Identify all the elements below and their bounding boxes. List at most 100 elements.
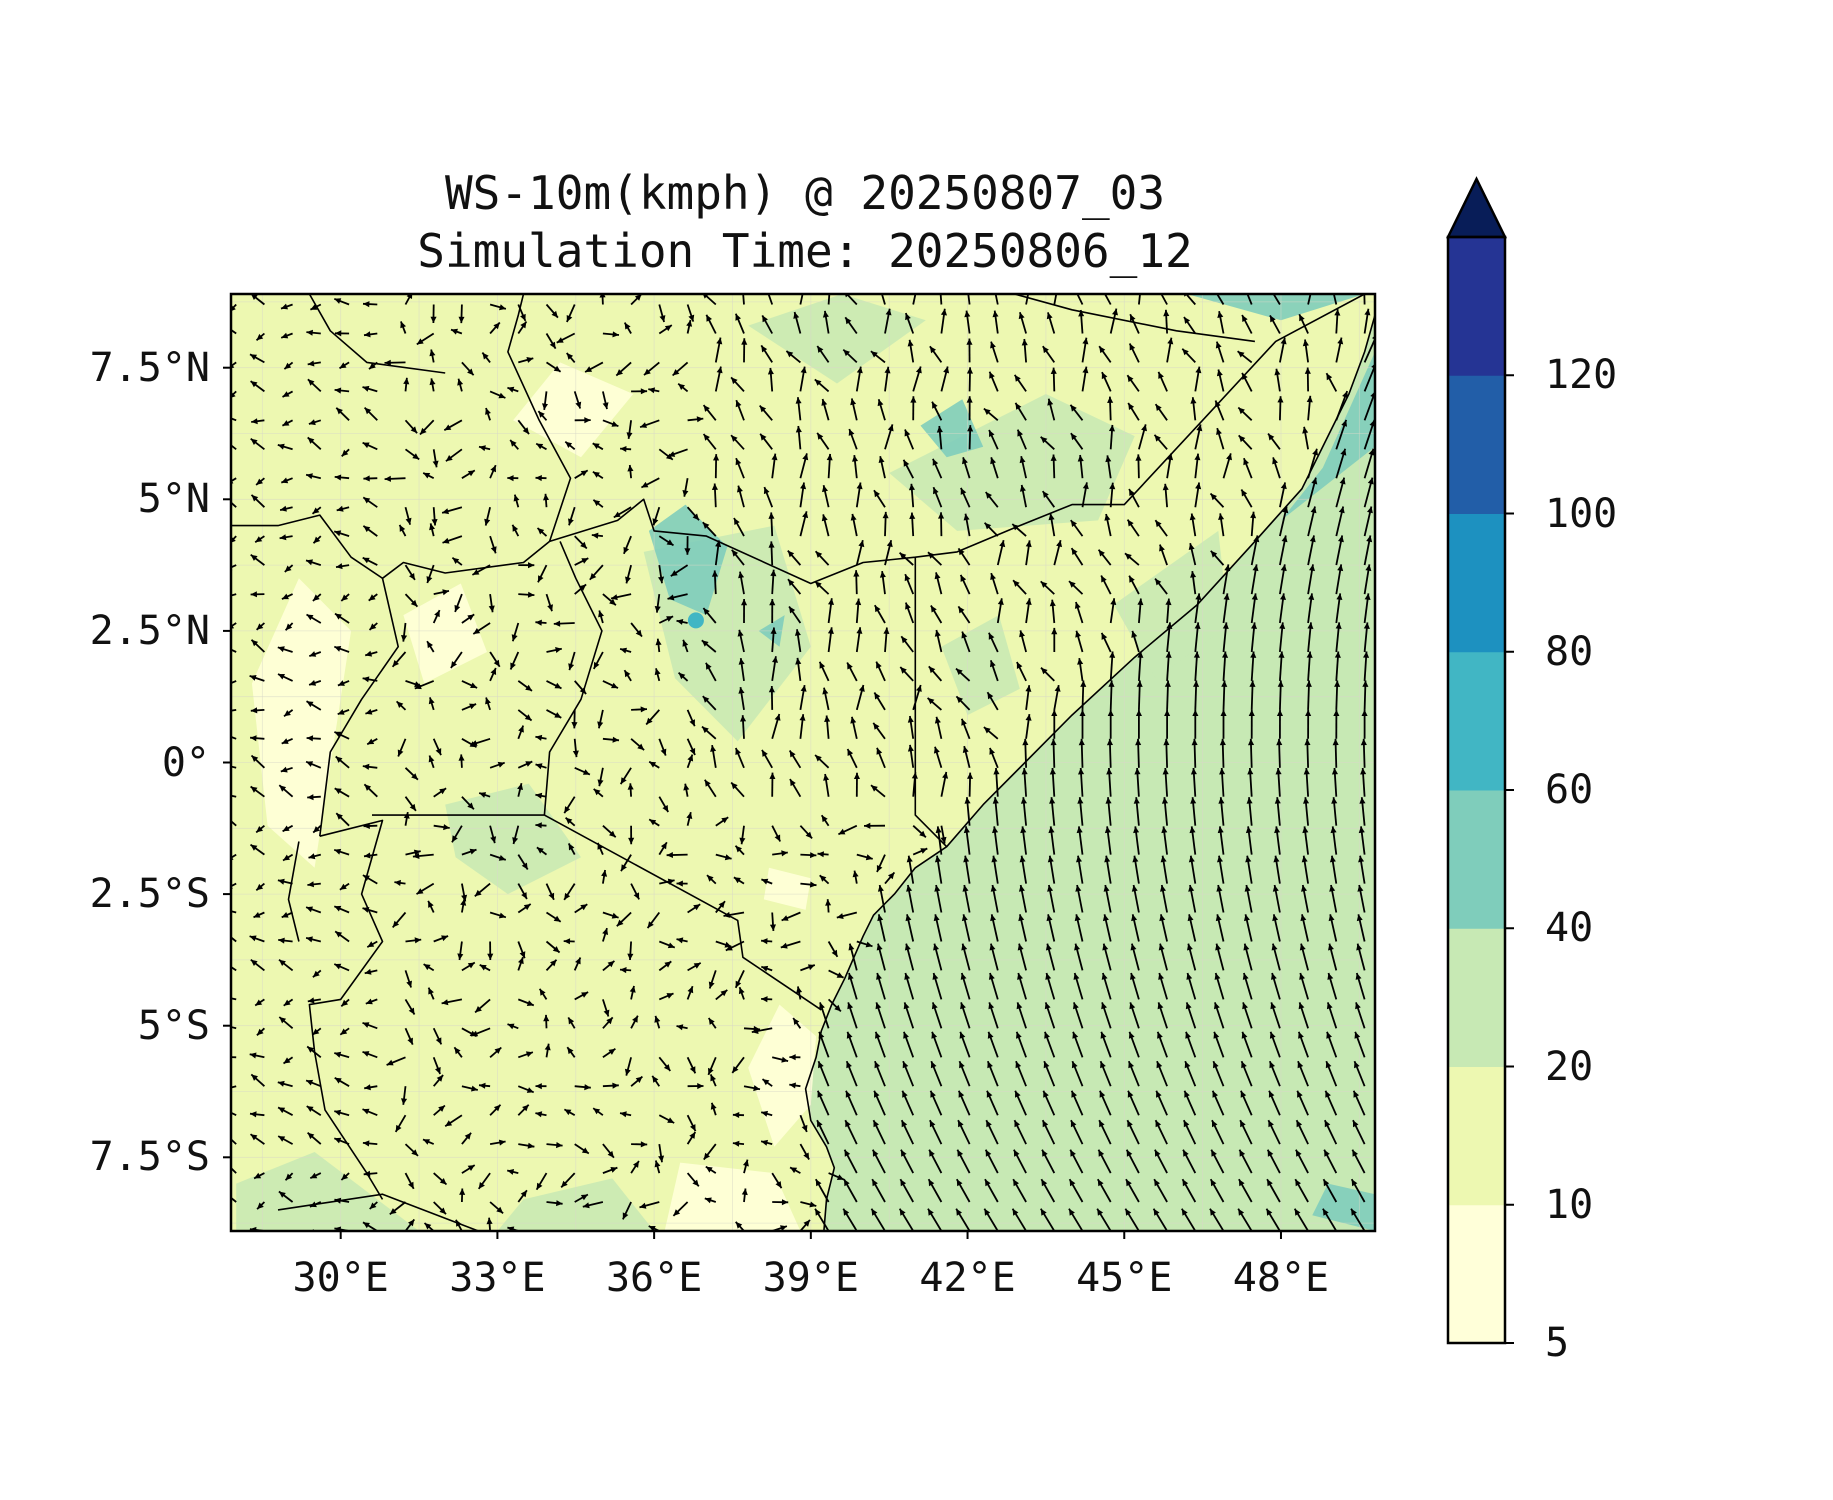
wind-arrow — [457, 941, 464, 961]
wind-arrow — [544, 1043, 551, 1058]
wind-arrow — [654, 593, 661, 613]
colorbar-extend-arrow — [1445, 176, 1508, 239]
wind-arrow — [489, 911, 507, 919]
wind-arrow — [249, 935, 265, 943]
wind-arrow — [250, 707, 265, 714]
wind-arrow — [1160, 884, 1168, 913]
wind-arrow — [441, 506, 463, 515]
wind-arrow — [1133, 826, 1140, 855]
wind-arrow — [711, 483, 718, 508]
wind-arrow — [1278, 651, 1285, 681]
wind-arrow — [1157, 371, 1168, 392]
wind-arrow — [654, 668, 661, 682]
wind-arrow — [927, 1208, 943, 1231]
wind-arrow — [432, 1027, 443, 1045]
wind-arrow — [426, 564, 435, 584]
wind-arrow — [1183, 316, 1197, 335]
wind-arrow — [929, 1090, 943, 1116]
wind-arrow — [1190, 797, 1197, 826]
wind-arrow — [1334, 680, 1341, 710]
wind-arrow — [1048, 826, 1056, 855]
wind-arrow — [1073, 972, 1084, 1000]
wind-arrow — [574, 766, 591, 776]
wind-arrow — [454, 593, 463, 613]
wind-arrow — [645, 709, 660, 726]
wind-arrow — [686, 1114, 697, 1132]
wind-arrow — [898, 552, 914, 566]
wind-arrow — [443, 419, 463, 431]
wind-arrow — [231, 936, 237, 943]
wind-arrow — [602, 331, 620, 338]
wind-arrow — [489, 825, 497, 844]
wind-arrow — [427, 900, 435, 913]
wind-arrow — [988, 371, 999, 392]
wind-arrow — [306, 735, 321, 742]
wind-arrow — [450, 328, 463, 335]
wind-arrow — [828, 969, 844, 979]
wind-arrow — [1103, 294, 1112, 305]
wind-arrow — [253, 1172, 265, 1180]
wind-arrow — [1307, 593, 1315, 624]
wind-arrow — [277, 646, 293, 653]
wind-arrow — [231, 1026, 237, 1030]
wind-arrow — [1267, 1119, 1281, 1145]
wind-arrow — [630, 1160, 640, 1174]
wind-arrow — [1194, 622, 1201, 653]
wind-arrow — [231, 328, 237, 335]
moderate-speed-patch — [236, 1152, 420, 1231]
wind-arrow — [988, 429, 999, 450]
wind-arrow — [362, 556, 378, 566]
wind-arrow — [1099, 1090, 1112, 1116]
wind-arrow — [646, 911, 661, 929]
wind-arrow — [814, 580, 830, 595]
wind-arrow — [535, 763, 547, 770]
wind-arrow — [512, 825, 520, 845]
wind-arrow — [725, 940, 745, 952]
wind-arrow — [1078, 309, 1085, 334]
wind-arrow — [602, 1143, 615, 1159]
wind-arrow — [658, 324, 673, 335]
wind-arrow — [517, 419, 530, 435]
wind-arrow — [602, 419, 619, 428]
wind-arrow — [931, 1002, 943, 1029]
wind-arrow — [1250, 593, 1258, 624]
wind-arrow — [852, 870, 859, 884]
wind-arrow — [308, 419, 322, 426]
wind-arrow — [1219, 767, 1226, 797]
moderate-speed-patch — [748, 294, 926, 384]
wind-arrow — [1013, 1149, 1027, 1174]
wind-arrow — [816, 432, 830, 450]
wind-arrow — [1297, 1060, 1309, 1087]
wind-arrow — [666, 852, 688, 858]
wind-arrow — [738, 571, 745, 595]
wind-arrow — [625, 564, 632, 584]
wind-arrow — [334, 1197, 350, 1204]
wind-arrow — [904, 429, 915, 450]
wind-arrow — [940, 308, 947, 334]
wind-arrow — [1335, 448, 1347, 479]
wind-arrow — [1248, 738, 1255, 768]
wind-arrow — [1053, 684, 1061, 711]
colorbar-tick-label: 40 — [1545, 905, 1594, 952]
wind-arrow — [231, 965, 237, 972]
wind-arrow — [394, 879, 406, 886]
wind-arrow — [433, 1201, 447, 1215]
wind-arrow — [1159, 544, 1168, 566]
wind-arrow — [787, 578, 802, 595]
wind-arrow — [1299, 972, 1309, 1000]
wind-arrow — [363, 1170, 378, 1177]
wind-arrow — [414, 680, 435, 690]
wind-arrow — [933, 746, 943, 769]
wind-arrow — [996, 598, 1004, 624]
wind-arrow — [1279, 535, 1288, 566]
wind-arrow — [384, 475, 406, 482]
wind-arrow — [957, 547, 971, 566]
wind-arrow — [687, 962, 702, 972]
wind-arrow — [592, 1107, 604, 1116]
wind-arrow — [423, 1222, 435, 1231]
wind-arrow — [963, 513, 971, 537]
wind-arrow — [1267, 433, 1281, 450]
wind-arrow — [768, 685, 775, 710]
wind-arrow — [877, 884, 886, 913]
wind-arrow — [461, 1132, 472, 1145]
